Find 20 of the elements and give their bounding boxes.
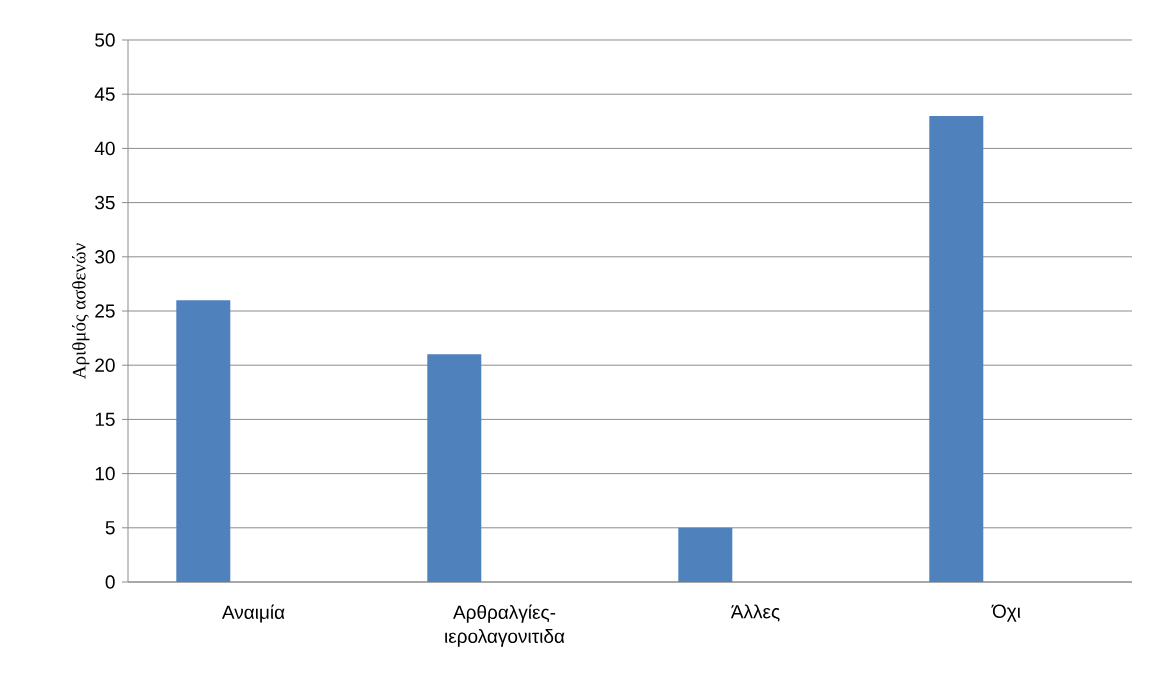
x-tick-label: Αναιμία [221,604,285,623]
y-tick-label: 25 [95,304,115,318]
bar [176,300,231,582]
y-tick-label: 0 [105,575,115,589]
y-tick-label: 30 [95,250,115,264]
y-tick-label: 40 [94,141,115,156]
y-tick-label: 10 [95,466,115,481]
y-tick-label: 15 [95,412,115,427]
x-tick-label: Όχι [991,604,1021,622]
y-axis-title: Αριθμός ασθενών [72,243,90,379]
y-tick-label: 5 [105,521,115,535]
bar [929,115,984,582]
y-tick-label: 45 [94,87,115,101]
x-tick-label: Άλλες [730,604,780,622]
x-tick-label: Αρθραλγίες-ιερολαγονιτιδα [445,604,565,647]
y-tick-label: 20 [95,358,115,372]
y-tick-label: 35 [95,195,115,210]
bar [678,527,733,582]
bar [427,354,482,582]
y-tick-label: 50 [95,33,115,47]
